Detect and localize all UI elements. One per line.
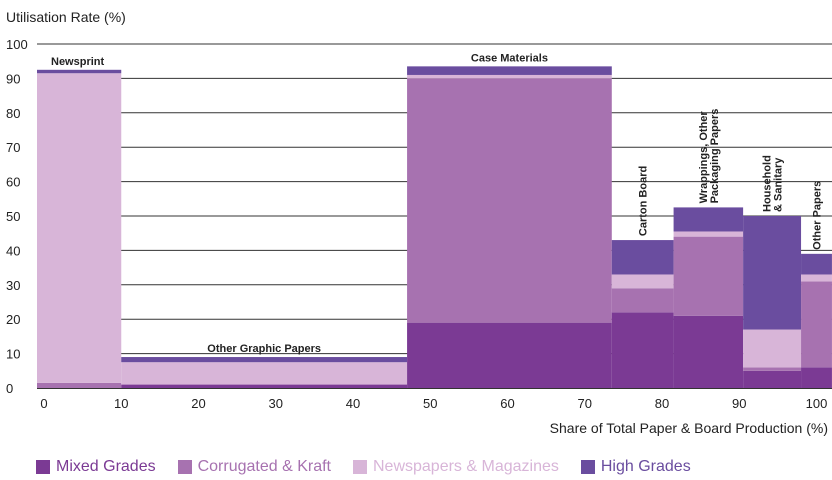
x-tick-label: 100 [806, 396, 828, 411]
category-label: Other Papers [812, 181, 824, 250]
y-tick-label: 70 [6, 140, 20, 155]
category-labels: Newsprint Other Graphic Papers Case Materi… [51, 52, 824, 355]
category-label: Newsprint [51, 56, 105, 68]
y-tick-label: 40 [6, 243, 20, 258]
x-tick-label: 10 [114, 396, 128, 411]
legend-label: Newspapers & Magazines [373, 458, 559, 475]
bar-segment-mixed [611, 312, 674, 388]
bar-segment-newspapers [611, 274, 674, 289]
category-label: Wrappings, OtherPackaging Papers [698, 109, 721, 204]
y-tick-label: 100 [6, 37, 28, 52]
legend-label: Mixed Grades [56, 458, 156, 475]
x-tick-label: 0 [40, 396, 47, 411]
category-label: Carton Board [638, 166, 650, 236]
x-tick-label: 60 [500, 396, 514, 411]
x-tick-label: 20 [191, 396, 205, 411]
bar-segment-high [407, 66, 612, 75]
x-tick-label: 70 [578, 396, 592, 411]
bar-segment-high [611, 240, 674, 275]
y-tick-label: 30 [6, 278, 20, 293]
bar-segment-newspapers [121, 362, 408, 385]
legend-label: Corrugated & Kraft [197, 458, 331, 475]
y-tick-label: 0 [6, 381, 13, 396]
x-tick-label: 40 [346, 396, 360, 411]
bars [37, 66, 832, 388]
legend-swatch [177, 460, 192, 474]
bar-segment-corrugated [37, 382, 122, 388]
bar-segment-mixed [673, 315, 744, 388]
y-tick-label: 60 [6, 175, 20, 190]
bar-segment-newspapers [743, 329, 802, 368]
x-tick-label: 30 [269, 396, 283, 411]
category-label: Case Materials [471, 52, 548, 64]
legend-label: High Grades [600, 458, 691, 475]
bar-segment-mixed [743, 370, 802, 388]
legend: Mixed Grades Corrugated & Kraft Newspapers… [36, 458, 691, 476]
x-tick-label: 90 [732, 396, 746, 411]
x-axis-label: Share of Total Paper & Board Production … [550, 420, 828, 436]
legend-swatch [580, 460, 595, 474]
legend-item-corrugated: Corrugated & Kraft [177, 458, 331, 476]
y-tick-label: 90 [6, 71, 20, 86]
y-tick-label: 80 [6, 106, 20, 121]
y-tick-label: 20 [6, 312, 20, 327]
y-tick-label: 50 [6, 209, 20, 224]
y-tick-label: 10 [6, 347, 20, 362]
bar-segment-corrugated [743, 367, 802, 371]
legend-item-high: High Grades [580, 458, 691, 476]
bar-segment-high [37, 69, 122, 74]
x-tick-label: 50 [423, 396, 437, 411]
bar-segment-mixed [801, 367, 832, 388]
bar-segment-newspapers [37, 73, 122, 383]
x-tick-label: 80 [655, 396, 669, 411]
bar-segment-corrugated [611, 288, 674, 313]
bar-segment-newspapers [801, 274, 832, 282]
bar-segment-high [801, 253, 832, 275]
y-axis-label: Utilisation Rate (%) [6, 9, 126, 25]
bar-segment-high [673, 207, 744, 232]
legend-item-mixed: Mixed Grades [36, 458, 156, 476]
bar-segment-high [121, 357, 408, 363]
bar-segment-mixed [121, 384, 408, 388]
legend-item-newspapers: Newspapers & Magazines [353, 458, 559, 476]
category-label: Household& Sanitary [762, 155, 785, 212]
bar-segment-newspapers [673, 231, 744, 237]
bar-segment-corrugated [407, 78, 612, 323]
legend-swatch [36, 460, 50, 474]
bar-segment-corrugated [673, 236, 744, 316]
bar-segment-high [743, 216, 802, 330]
legend-swatch [353, 460, 367, 474]
bar-segment-mixed [407, 322, 612, 388]
category-label: Other Graphic Papers [207, 343, 321, 355]
axes: 0 10 20 30 40 50 60 70 80 90 100 0 10 20 30 40 50 60 70 80 9… [6, 37, 832, 411]
bar-segment-corrugated [801, 281, 832, 368]
bar-segment-newspapers [407, 74, 612, 79]
